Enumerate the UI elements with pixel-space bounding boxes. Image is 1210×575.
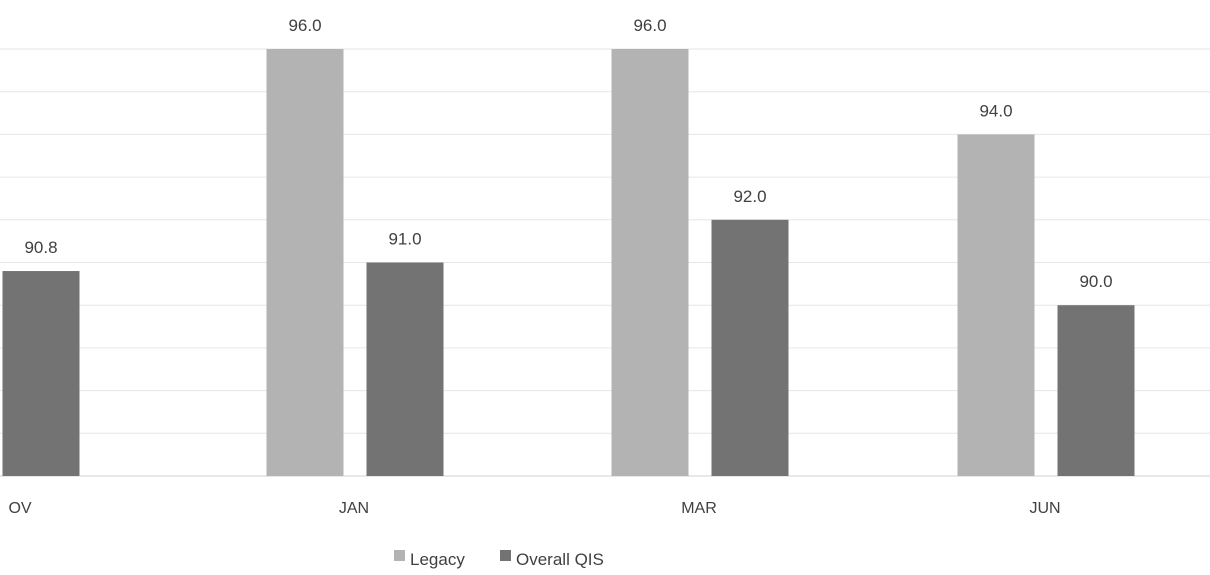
- data-label: 94.0: [979, 101, 1012, 120]
- gridlines: [0, 48, 1210, 477]
- legend-swatch: [394, 550, 405, 561]
- legend-label: Overall QIS: [516, 550, 604, 569]
- legend-label: Legacy: [410, 550, 465, 569]
- legend: Legacy Overall QIS: [394, 550, 604, 569]
- bar-overall-qis-mar: [711, 219, 789, 477]
- data-label: 91.0: [388, 230, 421, 249]
- bar-legacy-jun: [957, 134, 1035, 476]
- bar-overall-qis-ov: [2, 271, 80, 476]
- x-axis: OV JAN MAR JUN: [8, 500, 1060, 517]
- data-label: 90.8: [24, 238, 57, 257]
- x-tick-label: JUN: [1029, 500, 1060, 517]
- x-tick-label: OV: [8, 500, 31, 517]
- data-label: 92.0: [733, 187, 766, 206]
- data-label: 90.0: [1079, 272, 1112, 291]
- bar-overall-qis-jun: [1057, 305, 1135, 476]
- bars: [2, 49, 1135, 477]
- bar-overall-qis-jan: [366, 262, 444, 476]
- x-tick-label: MAR: [681, 500, 717, 517]
- data-label: 96.0: [633, 16, 666, 35]
- x-tick-label: JAN: [339, 500, 369, 517]
- bar-legacy-jan: [266, 49, 344, 476]
- bar-legacy-mar: [611, 49, 689, 476]
- data-labels: 96.0 96.0 94.0 90.8 91.0 92.0 90.0: [24, 16, 1112, 291]
- data-label: 96.0: [288, 16, 321, 35]
- legend-swatch: [500, 550, 511, 561]
